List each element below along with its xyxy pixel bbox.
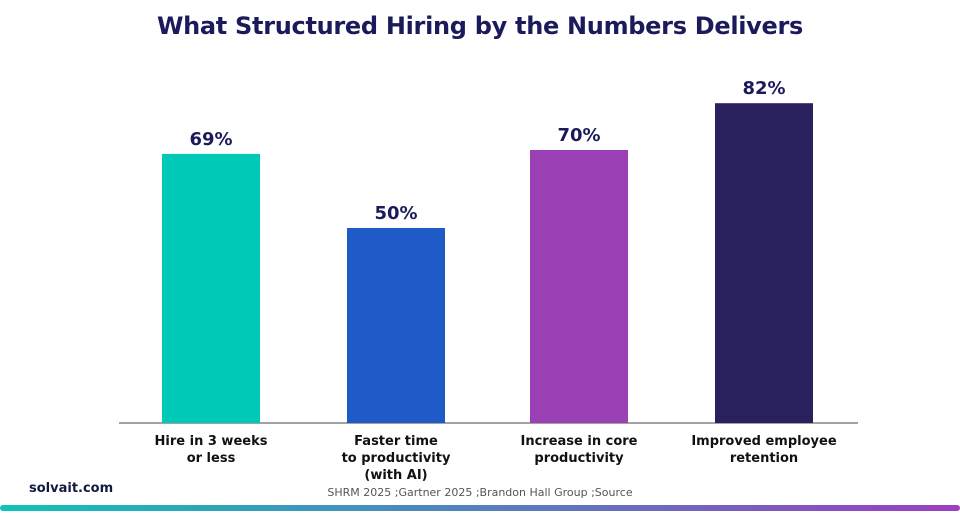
bar-2 (347, 228, 445, 423)
bar-1 (162, 153, 260, 423)
bar-4 (715, 103, 813, 423)
value-label-4: 82% (742, 78, 785, 99)
category-label-2: Faster time to productivity (with AI) (341, 434, 451, 483)
chart-title: What Structured Hiring by the Numbers De… (156, 12, 804, 40)
bar-3 (530, 150, 628, 423)
footer-gradient-bar (0, 505, 960, 511)
source-note: SHRM 2025 ;Gartner 2025 ;Brandon Hall Gr… (327, 486, 633, 499)
category-label-1: Hire in 3 weeks or less (154, 434, 268, 466)
category-label-4: Improved employee retention (691, 434, 837, 466)
category-label-3: Increase in core productivity (520, 434, 638, 466)
value-label-1: 69% (189, 129, 232, 150)
value-label-2: 50% (374, 203, 417, 224)
brand-url[interactable]: solvait.com (29, 481, 114, 496)
value-label-3: 70% (557, 125, 600, 146)
